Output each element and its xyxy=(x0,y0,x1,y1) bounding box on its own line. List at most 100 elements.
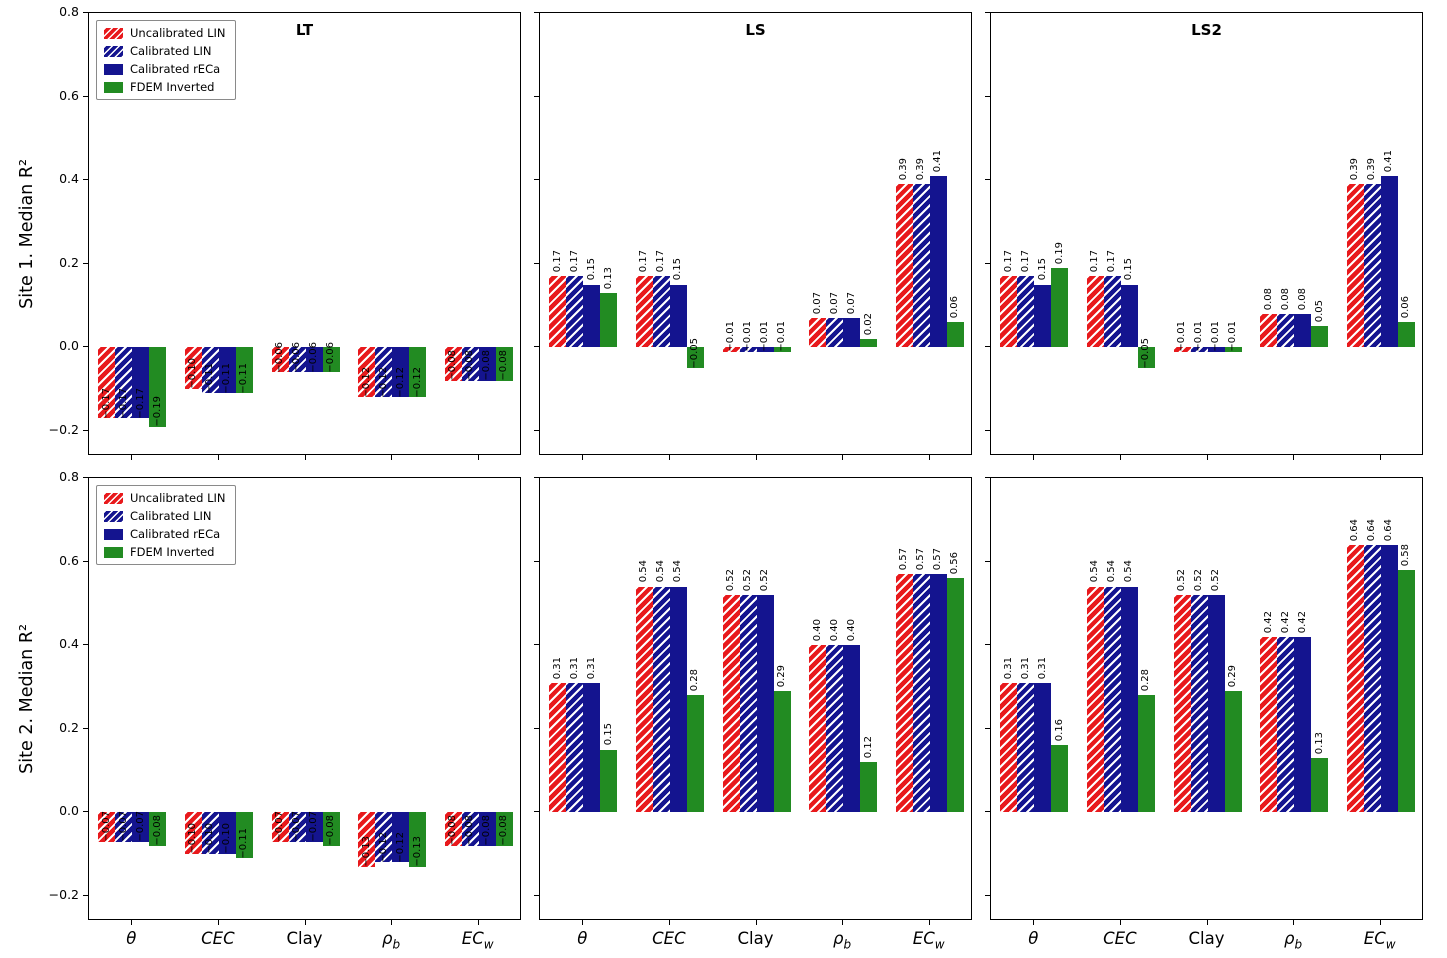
x-tick-label-text: θ xyxy=(1028,929,1039,948)
y-tick-label: 0.6 xyxy=(59,87,79,103)
x-tick xyxy=(477,455,479,460)
bar-calibrated-lin xyxy=(739,347,757,352)
x-tick xyxy=(391,455,393,460)
panel-title-ls: LS xyxy=(745,21,766,39)
bar-uncalibrated-lin xyxy=(1173,347,1191,352)
bar-calibrated-lin xyxy=(566,682,584,813)
x-tick-label-subscript: b xyxy=(392,937,401,952)
y-tick xyxy=(985,560,990,562)
y-tick xyxy=(83,727,88,729)
bar-value-label: 0.15 xyxy=(602,723,614,746)
bar-value-label: 0.56 xyxy=(949,552,961,575)
bar-fdem-inverted xyxy=(1224,691,1242,813)
bar-value-label: −0.01 xyxy=(1227,320,1238,352)
bar-uncalibrated-lin xyxy=(184,347,202,390)
bar-fdem-inverted xyxy=(600,749,618,813)
bar-value-label: 0.57 xyxy=(915,547,927,571)
x-tick-label-text: Clay xyxy=(286,929,323,948)
bar-value-label: −0.10 xyxy=(187,823,199,855)
x-tick xyxy=(582,920,584,925)
bar-value-label: −0.07 xyxy=(134,810,146,842)
bar-fdem-inverted xyxy=(1397,322,1415,348)
bar-value-label: 0.42 xyxy=(1296,610,1308,633)
bar-fdem-inverted xyxy=(322,812,340,846)
y-tick xyxy=(534,12,539,13)
bar-fdem-inverted xyxy=(1137,347,1155,369)
bar-value-label: 0.13 xyxy=(602,266,614,290)
legend-item-fdem-inverted: FDEM Inverted xyxy=(104,545,225,559)
legend-label: FDEM Inverted xyxy=(130,545,215,559)
bar-calibrated-lin xyxy=(461,812,479,846)
bar-fdem-inverted xyxy=(149,347,167,427)
x-tick xyxy=(304,455,306,460)
bar-value-label: 0.05 xyxy=(1313,300,1325,323)
x-tick xyxy=(131,920,133,925)
bar-fdem-inverted xyxy=(235,347,253,394)
legend-item-calibrated-lin: Calibrated LIN xyxy=(104,509,225,523)
bar-value-label: 0.39 xyxy=(1349,158,1361,181)
x-tick xyxy=(928,455,930,460)
x-tick xyxy=(477,920,479,925)
bar-value-label: −0.11 xyxy=(204,362,216,394)
bar-value-label: 0.54 xyxy=(1106,560,1118,583)
x-tick-label: CEC xyxy=(201,929,234,948)
legend: Uncalibrated LIN Calibrated LIN Calibrated… xyxy=(96,485,237,565)
y-tick xyxy=(985,644,990,646)
bar-value-label: 0.31 xyxy=(585,656,597,679)
x-tick-label: CEC xyxy=(1103,929,1136,948)
bar-value-label: 0.54 xyxy=(672,560,684,583)
bar-uncalibrated-lin xyxy=(895,574,913,813)
subplot-site2-ls: 0.31 0.31 0.31 0.15 0.54 0.54 0.54 0.28 0.52 0.52… xyxy=(539,477,972,920)
bar-value-label: 0.17 xyxy=(1106,250,1118,273)
legend-item-calibrated-lin: Calibrated LIN xyxy=(104,44,225,58)
y-axis-title-row2: Site 2. Median R² xyxy=(14,477,40,920)
bar-value-label: −0.13 xyxy=(411,836,423,867)
y-tick-label: 0.4 xyxy=(59,636,79,652)
bar-value-label: 0.31 xyxy=(1019,656,1031,679)
x-tick-label-text: θ xyxy=(126,929,137,948)
bar-value-label: −0.11 xyxy=(221,362,233,394)
bar-calibrated-reca xyxy=(218,347,236,394)
x-tick xyxy=(755,920,757,925)
x-tick-label: ρb xyxy=(833,929,851,951)
bar-calibrated-lin xyxy=(566,276,584,348)
bar-calibrated-lin xyxy=(1103,586,1121,813)
bar-value-label: 0.40 xyxy=(845,618,857,642)
bar-calibrated-reca xyxy=(1034,284,1052,348)
bar-value-label: 0.52 xyxy=(1176,568,1187,592)
bar-calibrated-lin xyxy=(1190,595,1208,813)
bar-value-label: 0.52 xyxy=(742,568,753,592)
x-tick-label: ρb xyxy=(382,929,400,951)
y-tick xyxy=(83,644,88,646)
x-tick-label-text: ρ xyxy=(833,929,844,948)
x-tick xyxy=(582,455,584,460)
legend-swatch-icon xyxy=(104,81,123,93)
legend-label: FDEM Inverted xyxy=(130,80,215,94)
y-tick xyxy=(83,560,88,562)
y-tick xyxy=(985,727,990,729)
bar-value-label: 0.17 xyxy=(1089,250,1101,273)
bar-calibrated-reca xyxy=(843,645,861,813)
bar-uncalibrated-lin xyxy=(549,276,567,348)
bar-calibrated-reca xyxy=(756,595,774,813)
bar-value-label: −0.01 xyxy=(1193,320,1204,352)
bar-calibrated-lin xyxy=(115,347,133,419)
bar-value-label: 0.16 xyxy=(1053,719,1065,742)
bar-value-label: −0.12 xyxy=(394,366,406,398)
bar-calibrated-reca xyxy=(669,284,687,348)
bar-uncalibrated-lin xyxy=(358,347,376,398)
bar-value-label: −0.10 xyxy=(221,823,233,855)
x-tick-label: Clay xyxy=(1189,929,1225,948)
y-tick xyxy=(534,894,539,896)
bar-uncalibrated-lin xyxy=(809,645,827,813)
x-tick xyxy=(1033,920,1035,925)
bar-value-label: −0.17 xyxy=(134,387,146,419)
bar-fdem-inverted xyxy=(322,347,340,373)
y-tick xyxy=(534,429,539,431)
bar-value-label: −0.01 xyxy=(725,320,736,352)
x-tick-label-text: EC xyxy=(461,929,484,948)
x-tick-label-text: Clay xyxy=(737,929,774,948)
bar-value-label: 0.17 xyxy=(1019,250,1031,273)
bar-fdem-inverted xyxy=(1311,758,1329,813)
bar-uncalibrated-lin xyxy=(809,318,827,348)
